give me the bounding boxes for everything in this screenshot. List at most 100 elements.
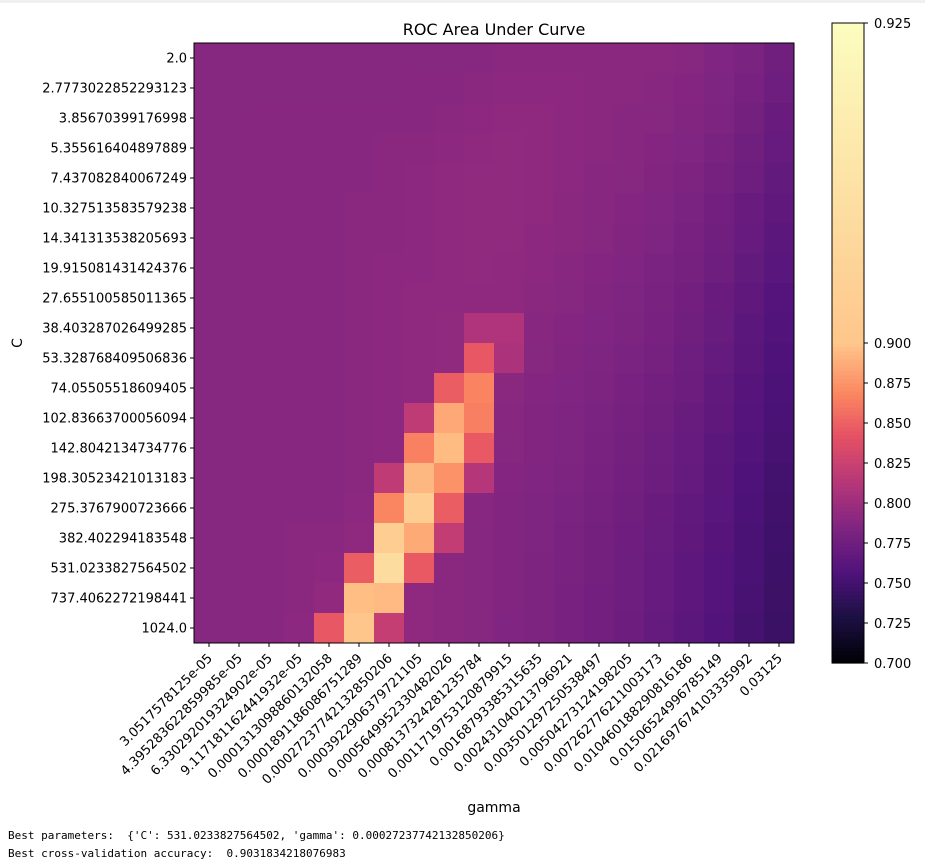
colorbar-band [832,531,864,536]
heatmap-cell [254,613,285,644]
heatmap-cell [764,613,795,644]
colorbar-band [832,171,864,176]
y-tick-label: 3.85670399176998 [59,112,187,127]
x-axis-label: gamma [467,800,520,816]
colorbar-band [832,451,864,456]
heatmap-cell [704,283,735,314]
colorbar-band [832,443,864,448]
heatmap-cell [554,523,585,554]
colorbar-band [832,235,864,240]
chart-title: ROC Area Under Curve [403,20,586,39]
colorbar-band [832,387,864,392]
heatmap-cell [734,73,765,104]
colorbar-band [832,23,864,28]
y-tick-label: 275.3767900723666 [51,502,187,517]
y-tick-label: 2.0 [166,52,187,67]
colorbar-band [832,31,864,36]
heatmap-cell [434,493,465,524]
colorbar-band [832,111,864,116]
heatmap-cell [764,523,795,554]
heatmap-cell [404,553,435,584]
heatmap-cell [494,463,525,494]
heatmap-cell [494,373,525,404]
heatmap-cell [224,373,255,404]
heatmap-cell [524,433,555,464]
heatmap-cell [464,463,495,494]
heatmap-cell [344,583,375,614]
heatmap-cell [644,583,675,614]
heatmap-cell [764,133,795,164]
heatmap-cell [704,373,735,404]
colorbar-band [832,615,864,620]
colorbar-band [832,231,864,236]
heatmap-cell [644,493,675,524]
heatmap-cell [764,343,795,374]
heatmap-cell [194,493,225,524]
heatmap-cell [314,523,345,554]
heatmap-cell [194,43,225,74]
heatmap-cell [554,463,585,494]
heatmap-cell [644,163,675,194]
heatmap-cell [704,133,735,164]
heatmap-cell [374,73,405,104]
heatmap-cell [374,583,405,614]
heatmap-cell [704,43,735,74]
heatmap-cell [614,613,645,644]
heatmap-cell [374,373,405,404]
heatmap-cell [314,223,345,254]
colorbar-band [832,623,864,628]
heatmap-cell [374,283,405,314]
heatmap-cell [344,523,375,554]
y-tick-label: 382.402294183548 [59,532,187,547]
heatmap-cell [524,493,555,524]
heatmap-cell [554,403,585,434]
heatmap-cell [734,493,765,524]
heatmap-cell [524,73,555,104]
heatmap-cell [224,343,255,374]
colorbar-band [832,475,864,480]
heatmap-cell [464,583,495,614]
colorbar-band [832,559,864,564]
heatmap-cell [674,523,705,554]
y-tick-label: 531.0233827564502 [51,562,187,577]
heatmap-cell [734,523,765,554]
heatmap-cell [344,193,375,224]
heatmap-cell [494,343,525,374]
colorbar-band [832,299,864,304]
heatmap-cell [704,73,735,104]
y-tick-label: 7.437082840067249 [51,172,187,187]
heatmap-cell [674,613,705,644]
heatmap-cell [404,223,435,254]
colorbar-band [832,183,864,188]
heatmap-cell [554,223,585,254]
heatmap-cell [524,523,555,554]
heatmap-cell [614,103,645,134]
heatmap-cell [434,133,465,164]
heatmap-cell [614,373,645,404]
heatmap-cell [344,253,375,284]
heatmap-cell [674,463,705,494]
heatmap-cell [404,463,435,494]
heatmap-cell [194,583,225,614]
heatmap-cell [464,343,495,374]
heatmap-cell [464,553,495,584]
heatmap-cell [254,163,285,194]
heatmap-cell [674,133,705,164]
heatmap-cell [584,193,615,224]
heatmap-cell [344,313,375,344]
heatmap-cell [734,283,765,314]
heatmap-cell [404,73,435,104]
heatmap-cell [314,73,345,104]
colorbar-band [832,63,864,68]
heatmap-cell [284,193,315,224]
colorbar-tick-label: 0.800 [874,497,911,512]
colorbar-band [832,119,864,124]
heatmap-cell [314,583,345,614]
heatmap-cell [314,343,345,374]
colorbar-band [832,535,864,540]
heatmap-cell [344,43,375,74]
heatmap-cell [374,553,405,584]
heatmap-cell [404,583,435,614]
heatmap-cell [224,553,255,584]
y-tick-label: 53.328768409506836 [42,352,187,367]
